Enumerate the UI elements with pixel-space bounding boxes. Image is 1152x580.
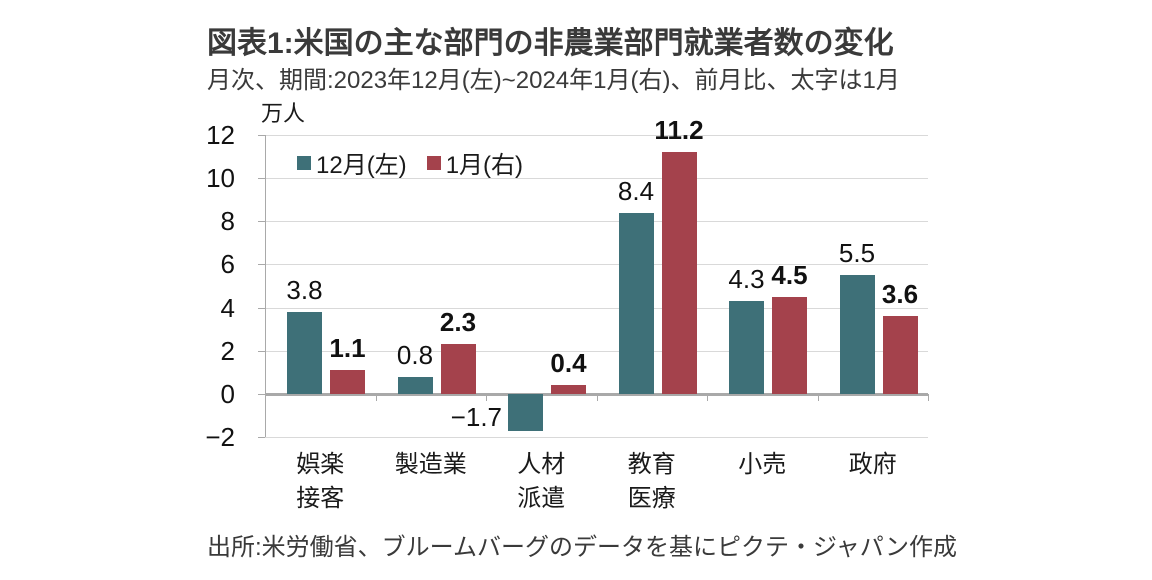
y-axis-tick-label-10: 10 — [206, 163, 235, 194]
bar-label-jan-3: 11.2 — [654, 115, 704, 146]
legend-label-jan: 1月(右) — [445, 152, 524, 179]
y-axis-unit-label: 万人 — [261, 101, 306, 126]
chart-subtitle: 月次、期間:2023年12月(左)~2024年1月(右)、前月比、太字は1月 — [207, 67, 900, 94]
y-axis-tick-label-12: 12 — [206, 120, 235, 150]
chart-title: 図表1:米国の主な部門の非農業部門就業者数の変化 — [207, 27, 894, 60]
bar-dec-3 — [618, 212, 654, 394]
y-axis-tick-12 — [258, 135, 265, 136]
gridline-6 — [265, 264, 928, 266]
bar-dec-1 — [397, 376, 433, 394]
x-axis-tick-1 — [375, 393, 377, 401]
y-axis-tick-4 — [258, 307, 265, 309]
bar-jan-2 — [551, 385, 586, 394]
x-axis-tick-2 — [486, 393, 487, 401]
legend-label-dec: 12月(左) — [316, 152, 407, 179]
y-axis-tick-2 — [258, 350, 265, 352]
bar-label-jan-1: 2.3 — [439, 307, 477, 338]
legend-item-jan: 1月(右) — [426, 145, 524, 180]
y-axis-tick-label-8: 8 — [220, 206, 235, 237]
category-label-2: 人材 派遣 — [517, 451, 566, 512]
plot-area: 12月(左) 1月(右) 12 10 8 6 4 2 0 −2 3.8 0.8 −1.7 8.4 4.3 5… — [205, 115, 929, 452]
category-label-4: 小売 — [738, 451, 787, 478]
legend-item-dec: 12月(左) — [297, 145, 407, 180]
bar-jan-4 — [772, 296, 807, 394]
bar-dec-5 — [839, 275, 875, 394]
y-axis-tick-10 — [258, 178, 265, 180]
bar-label-dec-3: 8.4 — [617, 175, 655, 206]
y-axis-tick--2 — [258, 437, 265, 438]
bar-dec-4 — [729, 301, 764, 394]
bar-label-jan-4: 4.5 — [771, 259, 808, 290]
category-label-5: 政府 — [848, 451, 897, 478]
y-axis-tick-8 — [258, 221, 265, 223]
bar-jan-1 — [440, 344, 476, 394]
gridline-12 — [265, 135, 928, 136]
x-axis-tick-0 — [265, 393, 266, 401]
bar-jan-3 — [661, 152, 697, 394]
gridline-10 — [265, 178, 928, 180]
bar-label-dec-2: −1.7 — [450, 401, 502, 432]
legend-swatch-jan — [426, 155, 441, 170]
category-label-3: 教育 医療 — [627, 451, 676, 512]
y-axis-tick-6 — [258, 264, 265, 266]
y-axis-tick-label--2: −2 — [205, 422, 235, 452]
y-axis-tick-label-6: 6 — [220, 249, 235, 280]
bar-label-dec-4: 4.3 — [728, 264, 765, 295]
bar-dec-2 — [508, 393, 543, 431]
y-axis-tick-0 — [258, 393, 265, 395]
x-axis-tick-4 — [707, 393, 708, 401]
gridline--2 — [265, 437, 928, 438]
x-axis-category-labels: 娯楽 接客 製造業 人材 派遣 教育 医療 小売 政府 — [265, 448, 928, 516]
bar-label-dec-1: 0.8 — [396, 339, 434, 370]
y-axis-line — [265, 135, 266, 437]
y-axis-tick-label-0: 0 — [220, 378, 235, 409]
legend: 12月(左) 1月(右) — [297, 145, 523, 180]
gridline-2 — [265, 350, 928, 352]
bar-jan-0 — [330, 370, 365, 394]
y-axis-tick-label-4: 4 — [220, 292, 235, 323]
category-label-1: 製造業 — [394, 451, 467, 478]
x-axis-tick-3 — [596, 393, 598, 401]
bar-dec-0 — [287, 311, 322, 394]
y-axis-tick-label-2: 2 — [220, 335, 235, 366]
x-axis-tick-5 — [817, 393, 819, 401]
bar-jan-5 — [882, 316, 918, 394]
bar-label-jan-0: 1.1 — [329, 333, 366, 364]
bar-label-dec-5: 5.5 — [838, 238, 876, 269]
x-axis-tick-6 — [928, 393, 929, 401]
category-label-0: 娯楽 接客 — [296, 451, 345, 512]
source-note: 出所:米労働省、ブルームバーグのデータを基にピクテ・ジャパン作成 — [207, 534, 957, 561]
gridline-8 — [265, 221, 928, 223]
bar-label-dec-0: 3.8 — [286, 274, 323, 305]
bar-label-jan-2: 0.4 — [550, 348, 587, 379]
gridline-4 — [265, 307, 928, 309]
bar-label-jan-5: 3.6 — [881, 279, 919, 310]
legend-swatch-dec — [297, 155, 311, 170]
